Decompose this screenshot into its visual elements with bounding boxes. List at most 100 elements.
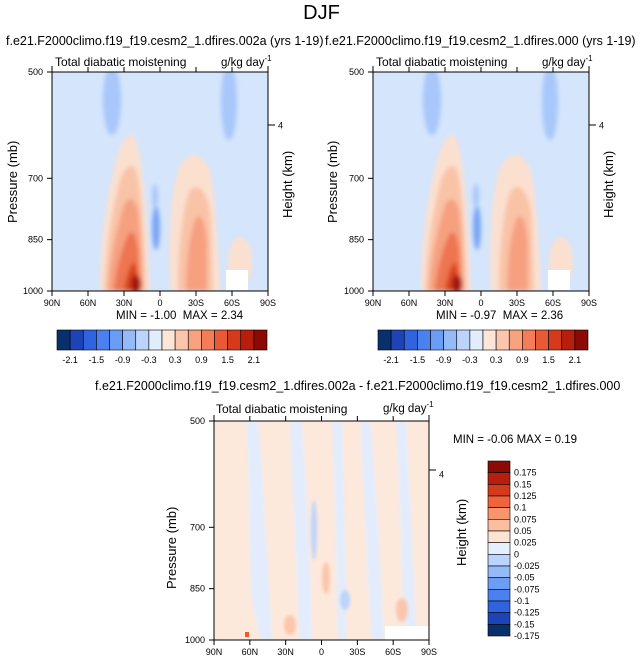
panel2-min-label: MIN = -0.97	[436, 310, 497, 322]
panel1-colorbar-swatch	[69, 329, 84, 351]
panel1-y-tick-label: 700	[28, 173, 43, 183]
panel3-colorbar-label: 0.175	[514, 468, 537, 478]
panel1-units: g/kg day-1	[221, 54, 272, 69]
panel3-colorbar-swatch	[487, 472, 511, 485]
panel1-colorbar-label: -0.3	[141, 355, 157, 365]
panel1-tick-labels: 90N 60N 30N 0 30S 60S 90S 500 700 850 1000 4	[23, 67, 283, 308]
panel3-colorbar-label: -0.175	[514, 631, 540, 641]
panel2-colorbar-swatch	[443, 329, 458, 351]
panel1-colorbar: -2.1 -1.5 -0.9 -0.3 0.3 0.9 1.5 2.1	[56, 329, 268, 365]
panel2-colorbar-swatch	[508, 329, 523, 351]
panel3-colorbar-label: 0.1	[514, 503, 527, 513]
panel1-colorbar-swatch	[109, 329, 123, 351]
panel2-tick-labels: 90N 60N 30N 0 30S 60S 90S 500 700 850 1000 4	[344, 67, 604, 308]
panel1-max-label: MAX = 2.34	[182, 310, 244, 322]
panel3-colorbar-swatch	[487, 460, 511, 473]
panel1-min-max: MIN = -1.00 MAX = 2.34	[116, 310, 243, 322]
panel3-units: g/kg day-1	[383, 400, 434, 415]
panel2-max-label: MAX = 2.36	[502, 310, 564, 322]
panel2-variable-label: Total diabatic moistening	[376, 55, 508, 69]
panel1-colorbar-swatch	[82, 329, 97, 351]
panel1-field	[52, 72, 268, 291]
panel3-y-tick-label: 700	[190, 522, 205, 532]
panel2-colorbar-label: -2.1	[383, 355, 399, 365]
panel2-colorbar-swatch	[495, 329, 510, 351]
panel1-colorbar-label: -2.1	[62, 355, 78, 365]
panel1-colorbar-swatch	[148, 329, 163, 351]
panel2-colorbar-swatch	[535, 329, 549, 351]
panel3-title: f.e21.F2000climo.f19_f19.cesm2_1.dfires.…	[95, 379, 621, 393]
panel3-units-main: g/kg day	[383, 402, 427, 415]
panel3-min-max: MIN = -0.06 MAX = 0.19	[453, 434, 578, 446]
panel3-x-tick-label: 30N	[277, 647, 294, 657]
panel1-x-tick-label: 30S	[188, 298, 204, 308]
panel2-colorbar-swatch	[377, 329, 392, 351]
panel1-x-tick-label: 90S	[260, 298, 276, 308]
panel2-colorbar-label: -0.3	[462, 355, 478, 365]
panel2-field	[373, 72, 589, 291]
panel1-min-label: MIN = -1.00	[116, 310, 177, 322]
panel1-x-tick-label: 90N	[44, 298, 61, 308]
panel1-colorbar-label: -1.5	[89, 355, 105, 365]
panel2-colorbar-swatch	[417, 329, 431, 351]
panel3-colorbar-label: -0.05	[514, 573, 535, 583]
panel3-x-tick-label: 60S	[385, 647, 401, 657]
panel3-colorbar-swatch	[487, 600, 511, 613]
panel1-colorbar-swatch	[96, 329, 110, 351]
panel3-colorbar-label: -0.1	[514, 596, 530, 606]
panel3-x-tick-label: 90S	[421, 647, 437, 657]
panel1-units-sup: -1	[264, 54, 272, 63]
panel1-colorbar-swatch	[135, 329, 150, 351]
panel3-colorbar-label: 0.125	[514, 491, 537, 501]
panel2-colorbar-swatch	[390, 329, 405, 351]
panel3-colorbar-swatch	[487, 565, 511, 578]
panel2-colorbar-swatch	[469, 329, 484, 351]
panel1-colorbar-swatch	[240, 329, 255, 351]
panel1-variable-label: Total diabatic moistening	[55, 55, 187, 69]
panel1-units-main: g/kg day	[221, 56, 265, 69]
panel2-units: g/kg day-1	[542, 54, 593, 69]
panel2-x-tick-label: 60N	[401, 298, 418, 308]
panel3-units-sup: -1	[426, 400, 434, 409]
panel3-colorbar-swatch	[487, 612, 511, 625]
panel1-colorbar-label: 0.3	[169, 355, 182, 365]
panel1-colorbar-swatch	[201, 329, 215, 351]
panel2-colorbar-swatch	[561, 329, 576, 351]
panel2-colorbar-label: 1.5	[542, 355, 555, 365]
panel1-x-tick-label: 60S	[224, 298, 240, 308]
panel2-colorbar-swatch	[574, 329, 589, 351]
panel1-colorbar-swatch	[56, 329, 71, 351]
panel1-colorbar-swatch	[253, 329, 268, 351]
panel3-x-tick-label: 30S	[349, 647, 365, 657]
panel1-x-tick-label: 30N	[116, 298, 133, 308]
panel1-y-tick-label: 850	[28, 235, 43, 245]
panel2-colorbar-label: 0.3	[490, 355, 503, 365]
panel2-colorbar-label: 2.1	[569, 355, 582, 365]
panel3-colorbar-swatch	[487, 484, 511, 497]
panel2-colorbar-label: -0.9	[436, 355, 452, 365]
panel2-y-tick-label: 850	[349, 235, 364, 245]
panel2-units-sup: -1	[585, 54, 593, 63]
panel3-y-tick-label: 850	[190, 584, 205, 594]
panel1-y-tick-label: 500	[28, 67, 43, 77]
panel2-colorbar-label: 0.9	[516, 355, 529, 365]
panel3-colorbar-swatch	[487, 530, 511, 543]
panel3-colorbar-swatch	[487, 507, 511, 520]
panel2-colorbar-label: -1.5	[410, 355, 426, 365]
panel1-colorbar-swatch	[214, 329, 228, 351]
panel1-colorbar-label: 1.5	[221, 355, 234, 365]
panel3-variable-label: Total diabatic moistening	[216, 402, 348, 416]
panel3-tick-labels: 90N 60N 30N 0 30S 60S 90S 500 700 850 1000 4	[185, 416, 444, 657]
panel1-y-right-tick-label: 4	[278, 121, 283, 131]
panel2-units-main: g/kg day	[542, 56, 586, 69]
panel1-colorbar-label: -0.9	[115, 355, 131, 365]
panel1-colorbar-swatch	[227, 329, 242, 351]
panel3-y-right-tick-label: 4	[439, 470, 444, 480]
panel3-field	[214, 421, 429, 640]
panel3-colorbar-label: 0.075	[514, 514, 537, 524]
panel1-colorbar-swatch	[122, 329, 137, 351]
